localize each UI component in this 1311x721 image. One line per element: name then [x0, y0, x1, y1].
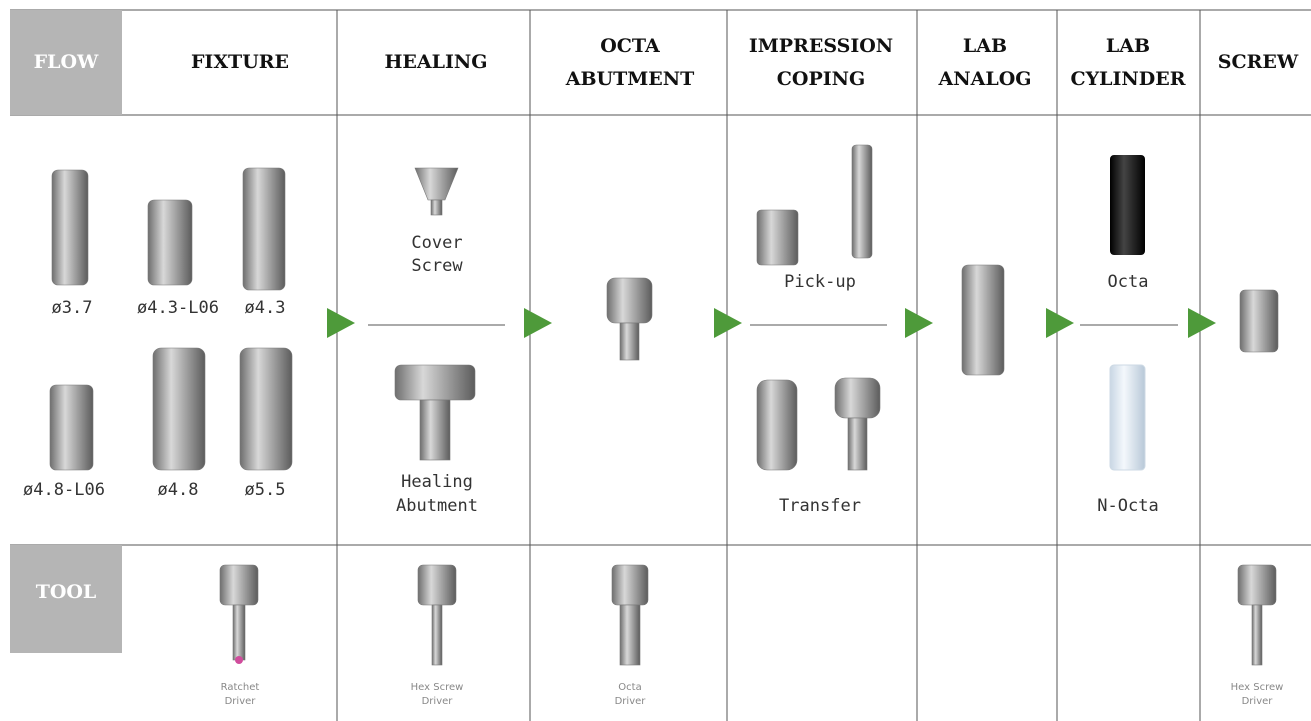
tool-name: Driver [422, 696, 454, 707]
tool-name: Octa [618, 682, 641, 693]
arrows [327, 308, 1216, 338]
flow-label: FLOW [34, 51, 99, 73]
column-header: LAB [1106, 35, 1150, 57]
healing-label: Healing [401, 472, 473, 492]
tool-name: Ratchet [221, 682, 260, 693]
fixture-label: ø4.8-L06 [23, 480, 105, 500]
fixture-label: ø4.8 [158, 480, 199, 500]
healing-label: Abutment [396, 496, 478, 516]
flow-box [10, 10, 122, 115]
tool-name: Hex Screw [411, 682, 464, 693]
column-header: HEALING [384, 51, 487, 73]
tool-label: TOOL [36, 581, 97, 603]
tool-name: Driver [615, 696, 647, 707]
grid-lines [10, 9, 1311, 721]
cylinder-label: N-Octa [1097, 496, 1158, 516]
healing-label: Screw [411, 256, 463, 276]
column-header: SCREW [1218, 51, 1299, 73]
fixture-label: ø4.3 [245, 298, 286, 318]
healing-label: Cover [411, 233, 462, 253]
column-header: FIXTURE [191, 51, 289, 73]
column-header: OCTA [600, 35, 660, 57]
fixture-label: ø4.3-L06 [137, 298, 219, 318]
column-header: LAB [963, 35, 1007, 57]
fixture-label: ø3.7 [52, 298, 93, 318]
tool-name: Driver [1242, 696, 1274, 707]
column-header: COPING [777, 68, 865, 90]
product-images [49, 144, 1279, 666]
coping-label: Pick-up [784, 272, 856, 292]
column-header: CYLINDER [1070, 68, 1185, 90]
tool-box [10, 545, 122, 653]
coping-label: Transfer [779, 496, 861, 516]
cylinder-label: Octa [1108, 272, 1149, 292]
tool-name: Driver [225, 696, 257, 707]
column-header: ABUTMENT [565, 68, 695, 90]
tool-name: Hex Screw [1231, 682, 1284, 693]
column-header: IMPRESSION [749, 35, 893, 57]
fixture-label: ø5.5 [245, 480, 286, 500]
column-header: ANALOG [938, 68, 1032, 90]
